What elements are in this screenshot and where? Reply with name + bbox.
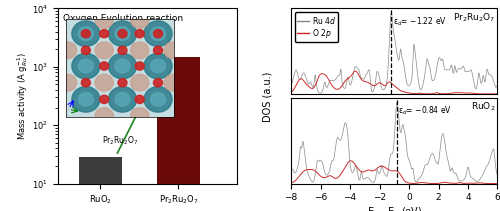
X-axis label: E − E$_F$ (eV): E − E$_F$ (eV) <box>366 205 422 211</box>
Y-axis label: Mass activity (A g$^{-1}_{Ru}$): Mass activity (A g$^{-1}_{Ru}$) <box>16 52 30 140</box>
Text: Pr$_2$Ru$_2$O$_7$: Pr$_2$Ru$_2$O$_7$ <box>453 11 496 23</box>
Legend: Ru 4$d$, O 2$p$: Ru 4$d$, O 2$p$ <box>295 12 339 42</box>
Bar <box>79 157 122 211</box>
Text: + 53 times: + 53 times <box>126 80 163 120</box>
Text: ε$_d$= −0.84 eV: ε$_d$= −0.84 eV <box>398 105 452 118</box>
Text: Oxygen Evolution reaction: Oxygen Evolution reaction <box>63 14 183 23</box>
Text: DOS (a.u.): DOS (a.u.) <box>262 72 272 122</box>
Text: ε$_d$= −1.22 eV: ε$_d$= −1.22 eV <box>393 15 446 28</box>
Bar <box>157 57 200 211</box>
Text: RuO$_2$: RuO$_2$ <box>471 101 496 113</box>
